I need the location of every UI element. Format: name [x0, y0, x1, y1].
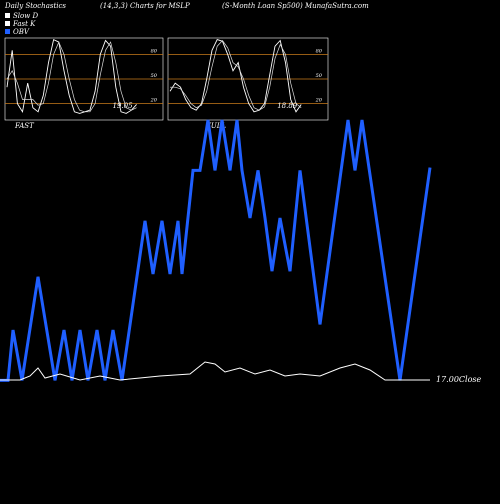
- legend-swatch: [5, 13, 10, 18]
- stoch-line: [169, 39, 302, 113]
- legend-label: Fast K: [12, 20, 36, 28]
- legend-swatch: [5, 21, 10, 26]
- stoch-line: [170, 39, 302, 111]
- y-tick-label: 50: [316, 73, 323, 79]
- stoch-line: [6, 41, 137, 113]
- y-tick-label: 80: [316, 48, 323, 54]
- title-right: (S-Month Loan Sp500) MunafaSutra.com: [222, 2, 369, 10]
- title-center: (14,3,3) Charts for MSLP: [100, 2, 190, 10]
- y-tick-label: 80: [151, 48, 158, 54]
- end-value-label: 18.89: [277, 102, 298, 110]
- panel-title: FAST: [14, 122, 35, 130]
- y-tick-label: 20: [315, 98, 323, 104]
- y-tick-label: 50: [151, 73, 158, 79]
- end-value-label: 19.05: [113, 102, 134, 110]
- close-line: [0, 361, 430, 381]
- legend-label: Slow D: [13, 12, 38, 20]
- legend-swatch: [5, 29, 10, 34]
- stoch-line: [6, 38, 137, 114]
- obv-line: [0, 119, 432, 382]
- y-tick-label: 20: [150, 98, 158, 104]
- legend-label: OBV: [13, 28, 30, 36]
- close-label: 17.00Close: [436, 375, 482, 384]
- panel-title: FULL: [205, 122, 226, 130]
- title-left: Daily Stochastics: [4, 2, 66, 10]
